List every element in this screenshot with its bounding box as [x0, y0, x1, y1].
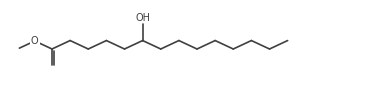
Text: OH: OH [135, 13, 150, 23]
Text: O: O [31, 36, 38, 46]
